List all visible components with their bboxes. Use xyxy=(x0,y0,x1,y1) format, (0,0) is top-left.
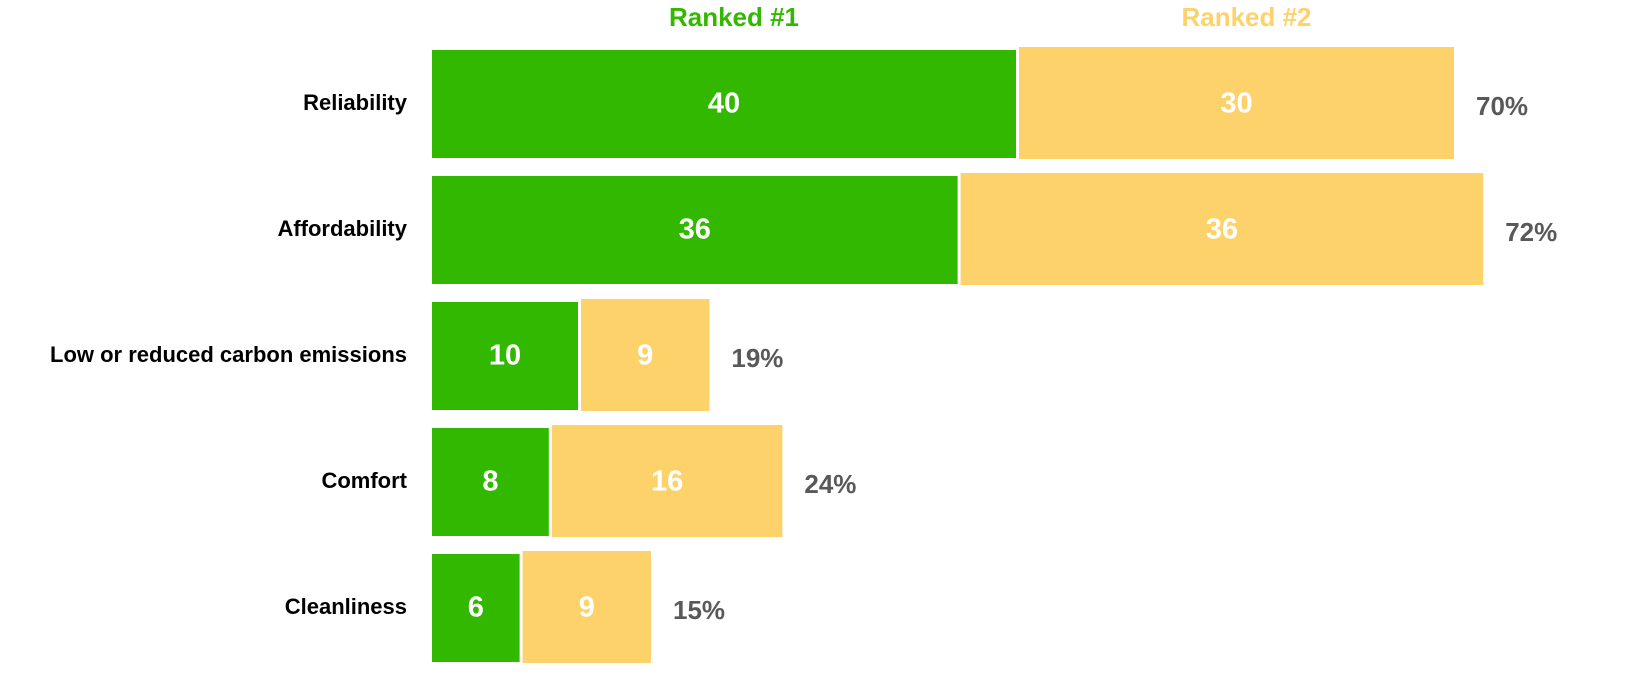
value-label: 9 xyxy=(637,340,653,372)
series-header: Ranked #2 xyxy=(1181,2,1311,32)
total-label: 24% xyxy=(804,469,856,499)
bar-segment xyxy=(432,302,578,410)
total-label: 19% xyxy=(731,343,783,373)
category-label: Affordability xyxy=(277,216,407,241)
bar-segment xyxy=(432,176,958,284)
bar-segment xyxy=(522,551,651,663)
value-label: 16 xyxy=(651,466,683,498)
value-label: 36 xyxy=(1206,214,1238,246)
category-label: Reliability xyxy=(303,90,408,115)
value-label: 8 xyxy=(482,466,498,498)
value-label: 9 xyxy=(579,592,595,624)
bar-segment xyxy=(432,428,549,536)
value-label: 36 xyxy=(679,214,711,246)
value-label: 6 xyxy=(468,592,484,624)
bar-segment xyxy=(551,425,783,537)
category-label: Cleanliness xyxy=(285,594,407,619)
total-label: 72% xyxy=(1505,217,1557,247)
total-label: 15% xyxy=(673,595,725,625)
bar-segment xyxy=(960,173,1484,285)
value-label: 40 xyxy=(708,88,740,120)
category-label: Low or reduced carbon emissions xyxy=(50,342,407,367)
bar-segment xyxy=(581,299,710,411)
total-label: 70% xyxy=(1476,91,1528,121)
bar-segment xyxy=(432,554,520,662)
value-label: 30 xyxy=(1220,88,1252,120)
category-label: Comfort xyxy=(321,468,407,493)
value-label: 10 xyxy=(489,340,521,372)
bar-segment xyxy=(1019,47,1454,159)
bar-segment xyxy=(432,50,1016,158)
series-header: Ranked #1 xyxy=(669,2,799,32)
